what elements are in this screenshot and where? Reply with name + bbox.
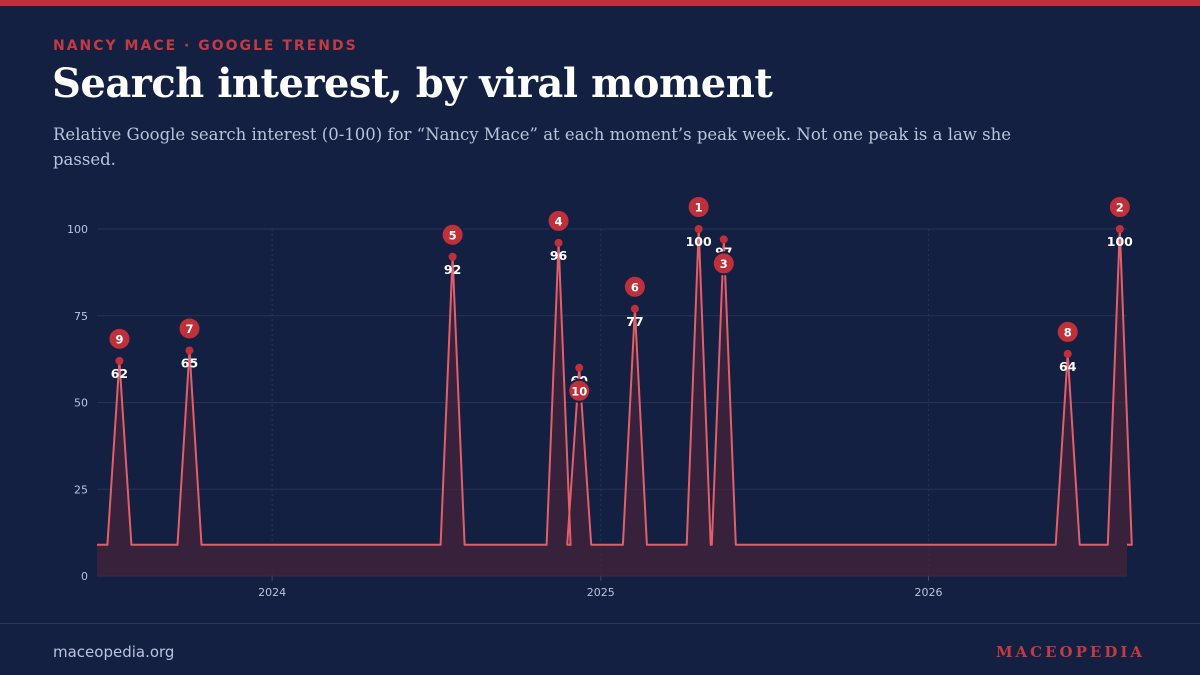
rank-badge <box>177 316 202 341</box>
rank-badge-label: 3 <box>720 257 728 271</box>
peak-value-label: 65 <box>181 355 198 370</box>
page-subtitle: Relative Google search interest (0-100) … <box>53 125 1012 169</box>
peak-point <box>694 225 703 233</box>
rank-badge <box>440 222 465 247</box>
footer-divider <box>0 623 1200 624</box>
peak-point <box>719 235 728 244</box>
rank-badge-label: 2 <box>1116 201 1124 215</box>
peak-point <box>1063 349 1072 358</box>
peak-value-label: 92 <box>444 262 461 277</box>
rank-badge-label: 4 <box>555 214 563 228</box>
rank-badge-label: 5 <box>449 228 457 242</box>
rank-badge <box>686 195 711 219</box>
peak-point <box>575 363 584 372</box>
y-tick-label: 25 <box>74 483 88 496</box>
rank-badge <box>1107 195 1132 219</box>
rank-badge <box>1055 319 1080 344</box>
page-title: Search interest, by viral moment <box>52 60 773 107</box>
rank-badge <box>546 208 571 233</box>
rank-badge-label: 7 <box>185 322 193 336</box>
x-tick-label: 2025 <box>587 586 615 599</box>
peak-point <box>448 252 457 261</box>
peak-point <box>115 356 124 365</box>
peak-value-label: 100 <box>1107 234 1133 249</box>
peak-point <box>1115 225 1124 233</box>
kicker: NANCY MACE · GOOGLE TRENDS <box>53 38 358 54</box>
peak-point <box>630 304 639 313</box>
peak-value-label: 96 <box>550 248 568 263</box>
x-tick-label: 2026 <box>915 586 943 599</box>
peak-value-label: 64 <box>1059 359 1077 374</box>
interest-line <box>97 228 1133 546</box>
chart-grid <box>97 228 1127 577</box>
rank-badge-label: 6 <box>631 280 639 294</box>
rank-badge-label: 1 <box>695 201 703 215</box>
footer-site: maceopedia.org <box>53 643 175 661</box>
footer-brand: MACEOPEDIA <box>995 643 1145 661</box>
peak-point <box>185 346 194 355</box>
y-tick-label: 50 <box>74 397 88 410</box>
y-tick-label: 75 <box>74 310 88 323</box>
peak-point <box>554 238 563 247</box>
rank-badge <box>567 378 592 403</box>
peak-value-label: 62 <box>111 366 128 381</box>
rank-badge-label: 10 <box>571 384 587 398</box>
x-tick-label: 2024 <box>258 586 286 599</box>
rank-badge <box>711 251 736 276</box>
y-tick-label: 0 <box>81 570 88 583</box>
rank-badge <box>622 274 647 299</box>
y-tick-label: 100 <box>67 223 88 236</box>
rank-badge <box>107 326 132 351</box>
peak-marks: 629657925964601077610019736481002 <box>107 195 1133 403</box>
top-accent-bar <box>0 0 1200 6</box>
peak-value-label: 100 <box>686 234 712 249</box>
peak-value-label: 77 <box>626 314 643 329</box>
rank-badge-label: 8 <box>1064 325 1072 339</box>
rank-badge-label: 9 <box>115 332 123 346</box>
